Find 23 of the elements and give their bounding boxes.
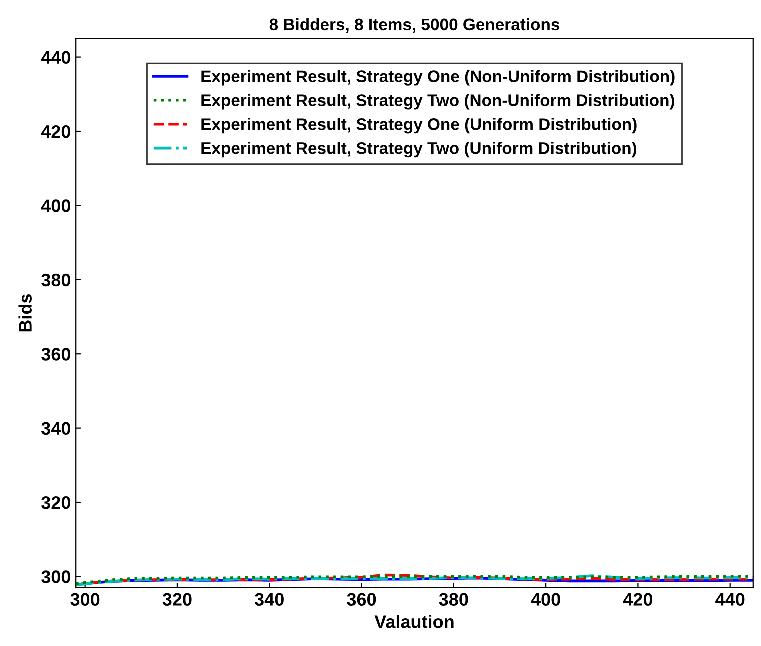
y-tick-label: 360 bbox=[42, 348, 70, 361]
x-tick-label: 420 bbox=[623, 593, 653, 606]
y-tick-label: 320 bbox=[42, 496, 70, 510]
x-tick-label: 440 bbox=[716, 593, 745, 606]
y-tick-label: 300 bbox=[42, 570, 70, 584]
x-tick-label: 380 bbox=[439, 593, 468, 606]
x-tick-label: 360 bbox=[347, 593, 376, 606]
legend-label: Experiment Result, Strategy Two (Non-Uniform Distribution) bbox=[202, 94, 674, 110]
x-tick-label: 400 bbox=[531, 593, 560, 606]
x-tick-label: 300 bbox=[70, 593, 100, 606]
x-tick-label: 340 bbox=[254, 593, 284, 606]
y-tick-label: 380 bbox=[42, 274, 70, 287]
y-tick-label: 440 bbox=[41, 51, 70, 64]
y-tick-label: 340 bbox=[42, 422, 70, 436]
chart-title: 8 Bidders, 8 Items, 5000 Generations bbox=[270, 18, 560, 34]
legend-label: Experiment Result, Strategy One (Non-Uniform Distribution) bbox=[202, 70, 675, 86]
y-axis-title: Bids bbox=[18, 294, 32, 332]
y-tick-label: 420 bbox=[41, 125, 70, 138]
legend-label: Experiment Result, Strategy Two (Uniform Distribution) bbox=[202, 142, 637, 158]
x-tick-label: 320 bbox=[162, 593, 192, 606]
y-tick-label: 400 bbox=[41, 200, 70, 212]
legend-label: Experiment Result, Strategy One (Uniform Distribution) bbox=[202, 118, 637, 134]
x-axis-title: Valaution bbox=[374, 615, 454, 628]
